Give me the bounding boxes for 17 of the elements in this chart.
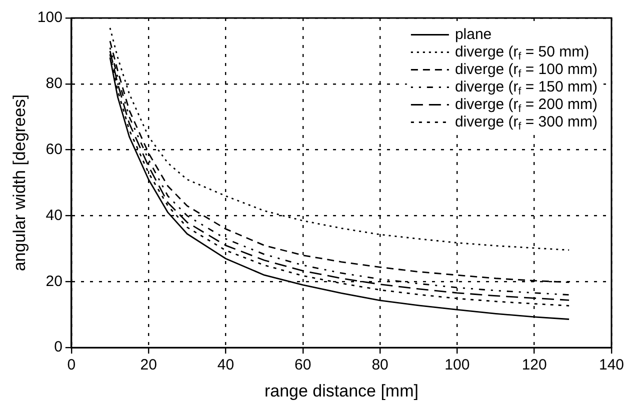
- x-tick-label: 120: [522, 356, 547, 374]
- x-tick-label: 100: [444, 356, 470, 374]
- x-axis-title: range distance [mm]: [264, 381, 418, 400]
- x-tick-label: 140: [598, 356, 624, 374]
- x-tick-label: 80: [372, 356, 388, 374]
- x-tick-label: 60: [294, 356, 312, 374]
- y-tick-label: 0: [54, 338, 62, 356]
- y-axis-title: angular width [degrees]: [10, 94, 29, 272]
- legend-label: plane: [454, 26, 492, 43]
- y-tick-label: 20: [46, 272, 62, 290]
- x-tick-label: 0: [67, 356, 76, 374]
- y-tick-label: 100: [37, 9, 62, 26]
- y-tick-label: 40: [46, 206, 62, 224]
- x-tick-label: 20: [140, 356, 157, 374]
- y-tick-label: 80: [46, 75, 62, 92]
- x-tick-label: 40: [217, 356, 234, 374]
- y-tick-label: 60: [46, 140, 62, 158]
